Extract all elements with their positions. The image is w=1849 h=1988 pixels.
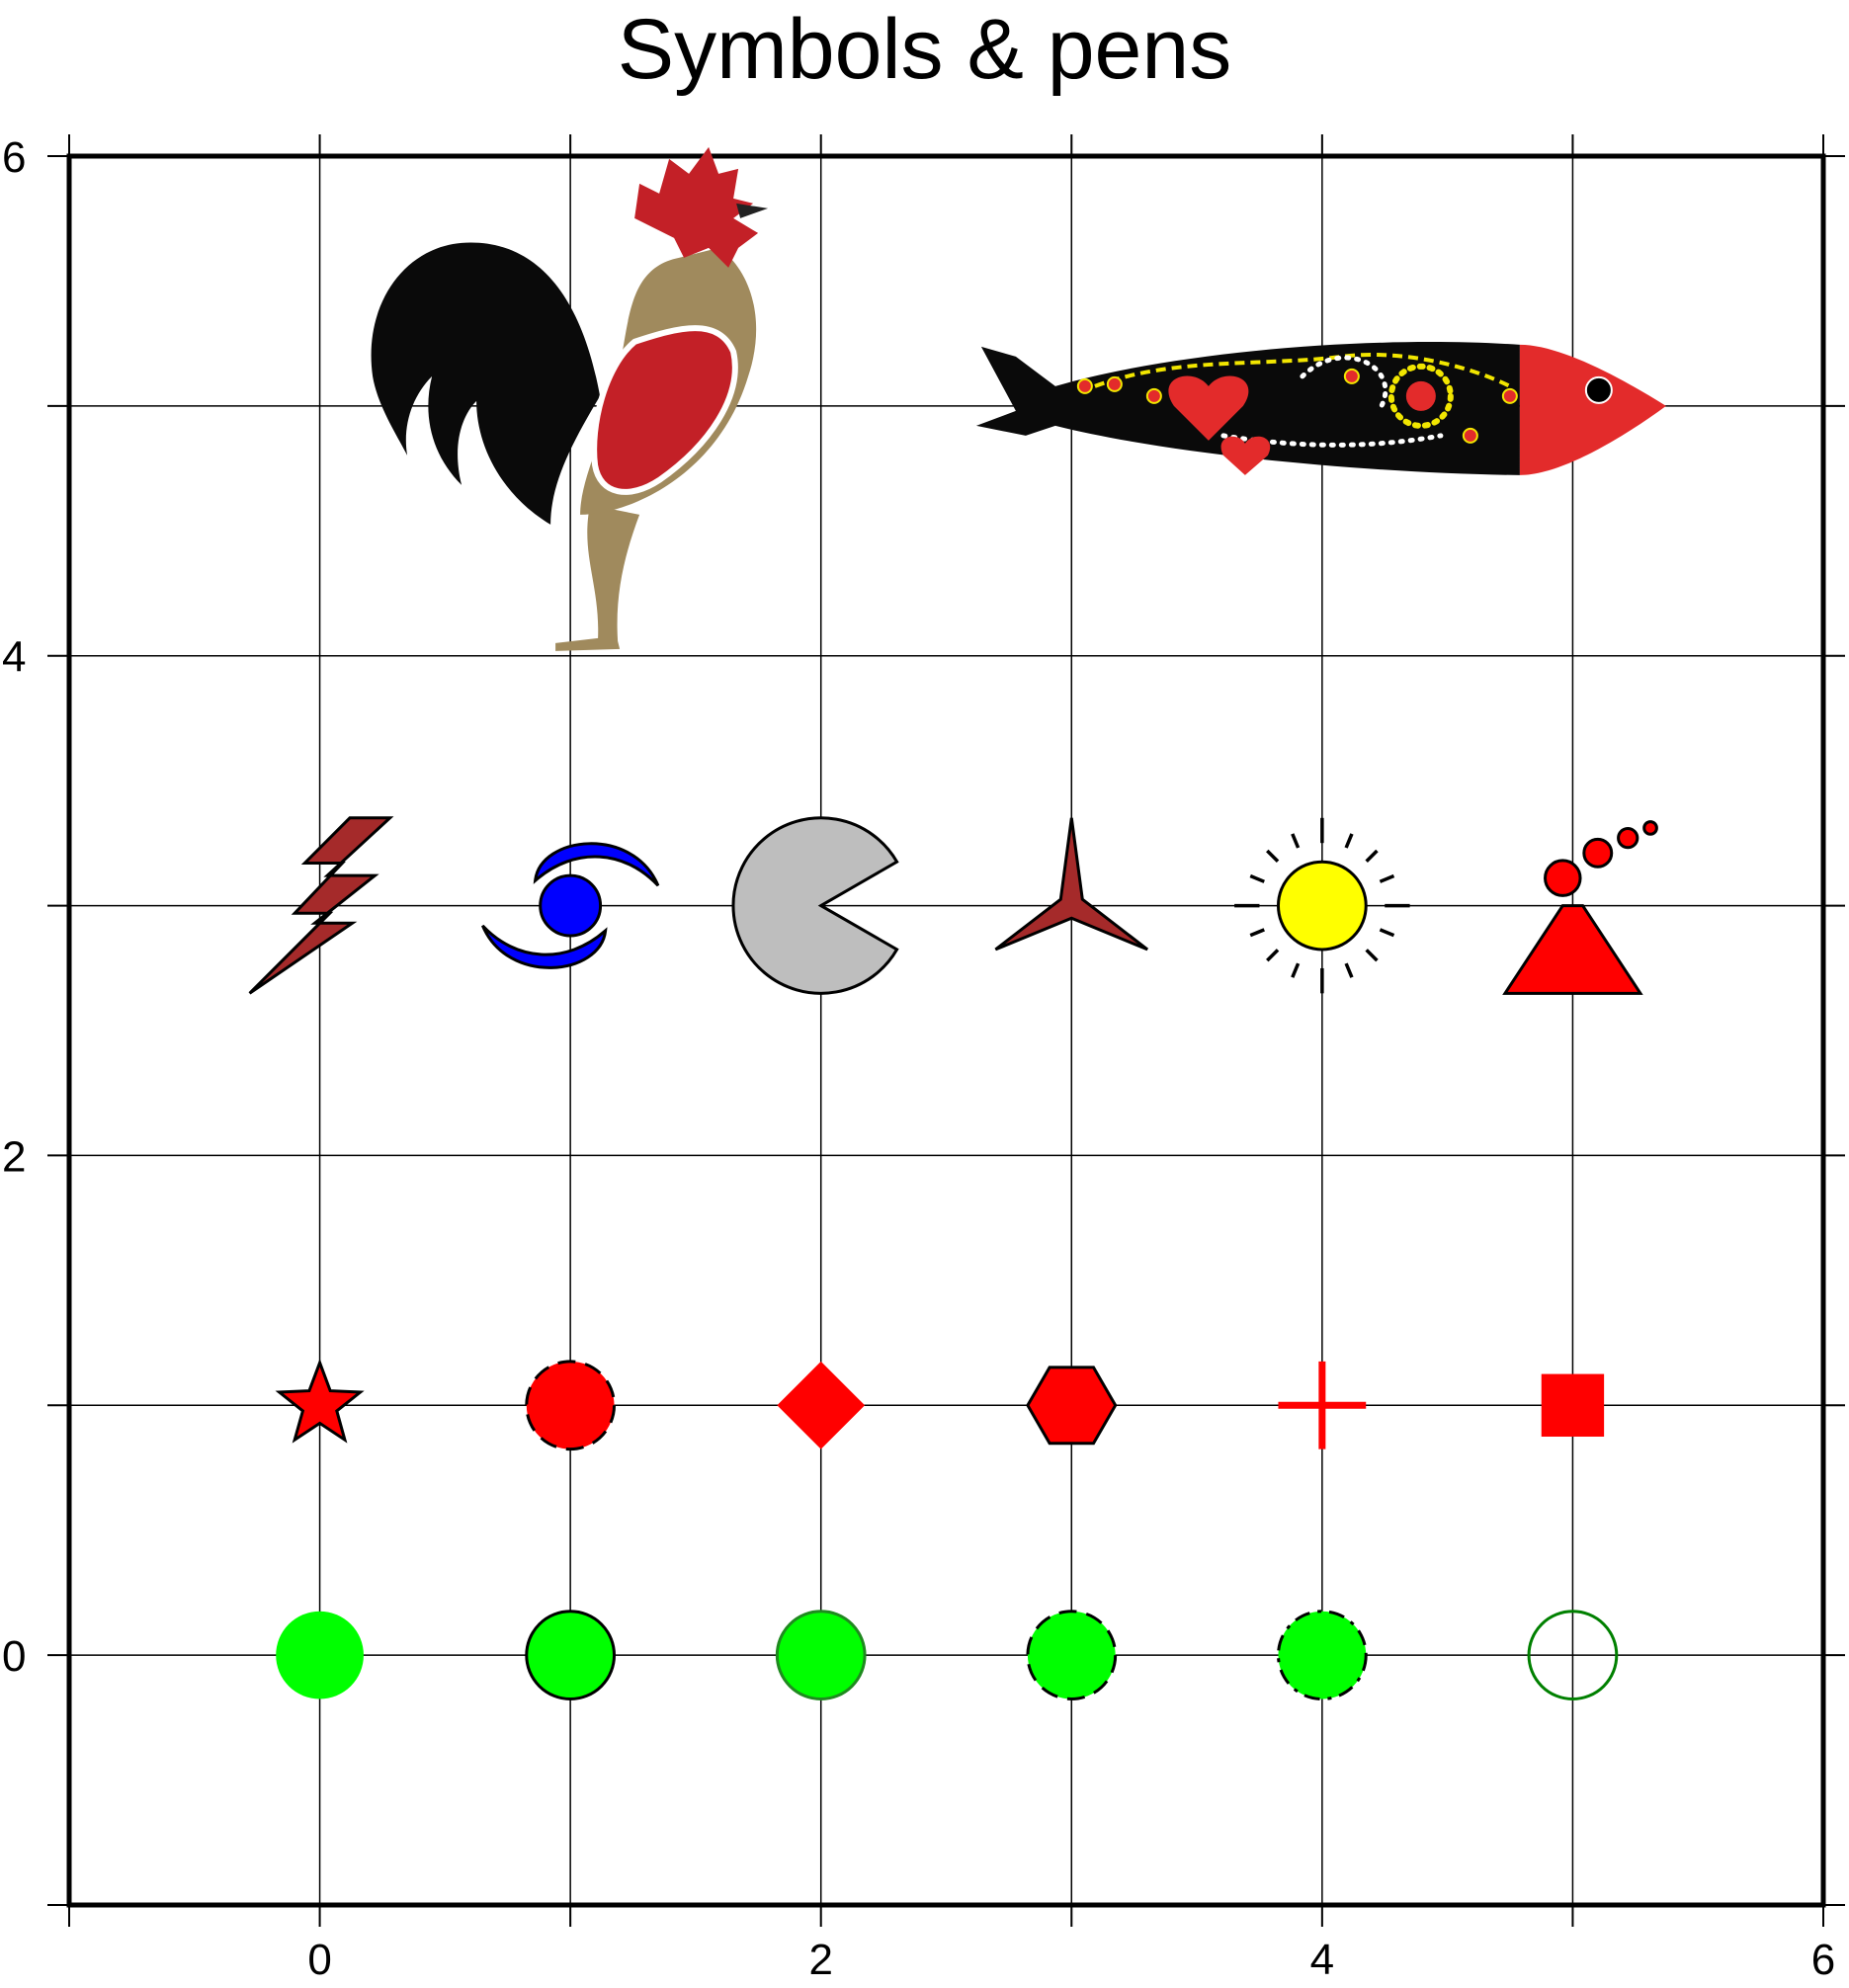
sun-ray (1367, 950, 1378, 960)
sun-ray (1250, 930, 1264, 936)
sun-ray (1346, 963, 1352, 977)
sardine-red-dot (1503, 389, 1517, 403)
rooster-beak (736, 204, 768, 218)
sun-ray (1367, 851, 1378, 862)
sardine-red-dot (1078, 379, 1092, 393)
symbol-layer (250, 147, 1666, 1699)
sardine-eye (1586, 377, 1612, 403)
x-tick-label: 0 (307, 1936, 331, 1984)
sardine-red-dot (1345, 370, 1359, 383)
circle-mark (777, 1612, 865, 1699)
symbol-hexagon (1028, 1367, 1116, 1444)
sardine-head (1520, 345, 1666, 475)
sun-ray (1267, 851, 1278, 862)
volcano-ash-bubble (1546, 861, 1581, 896)
sardine-red-rosette (1406, 381, 1436, 411)
symbol-circle (1028, 1612, 1116, 1699)
symbol-rooster-icon (372, 147, 769, 651)
circle-mark (1278, 1612, 1366, 1699)
sun-ray (1293, 834, 1299, 848)
volcano-ash-bubble (1584, 839, 1612, 867)
sardine-red-dot (1147, 389, 1161, 403)
circle-mark (527, 1362, 615, 1450)
symbol-plus (1278, 1362, 1366, 1450)
diamond-mark (777, 1362, 865, 1450)
circle-mark (1028, 1612, 1116, 1699)
x-tick-label: 2 (808, 1936, 832, 1984)
sardine-red-dot (1108, 377, 1122, 391)
y-tick-label: 0 (2, 1632, 26, 1681)
symbol-sardine-icon (976, 342, 1666, 475)
volcano-ash-bubble (1619, 828, 1638, 847)
symbol-circle (777, 1612, 865, 1699)
symbol-circle (276, 1612, 364, 1699)
sun-ray (1380, 930, 1393, 936)
sun-ray (1346, 834, 1352, 848)
volcano-cone (1505, 906, 1640, 994)
rooster-wing (594, 328, 735, 492)
sun-ray (1293, 963, 1299, 977)
volcano-ash-bubble (1644, 822, 1657, 835)
sun-disc (1278, 862, 1366, 950)
square-mark (1542, 1374, 1604, 1437)
symbol-square (1542, 1374, 1604, 1437)
sun-ray (1267, 950, 1278, 960)
y-tick-label: 4 (2, 633, 26, 682)
rooster-tail (372, 243, 601, 525)
y-tick-label: 2 (2, 1132, 26, 1181)
symbol-volcano (1505, 822, 1656, 994)
hexagon-mark (1028, 1367, 1116, 1444)
hurricane-eye (541, 875, 601, 936)
circle-mark (527, 1612, 615, 1699)
symbol-diamond (777, 1362, 865, 1450)
y-tick-label: 6 (2, 133, 26, 182)
symbol-circle (1278, 1612, 1366, 1699)
x-tick-label: 6 (1811, 1936, 1835, 1984)
rooster-legs (555, 505, 639, 651)
circle-mark (276, 1612, 364, 1699)
sardine-red-dot (1464, 429, 1477, 443)
symbol-circle (527, 1612, 615, 1699)
sun-ray (1250, 875, 1264, 881)
sun-ray (1380, 875, 1393, 881)
symbol-circle (527, 1362, 615, 1450)
x-tick-label: 4 (1310, 1936, 1334, 1984)
